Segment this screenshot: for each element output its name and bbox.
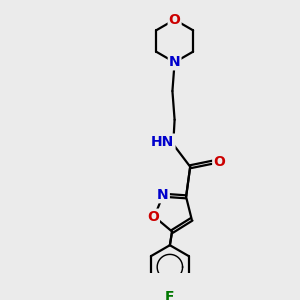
- Text: N: N: [169, 55, 180, 69]
- Text: O: O: [213, 155, 225, 169]
- Text: F: F: [165, 290, 175, 300]
- Text: HN: HN: [151, 135, 175, 148]
- Text: O: O: [169, 13, 181, 27]
- Text: O: O: [147, 210, 159, 224]
- Text: N: N: [157, 188, 169, 202]
